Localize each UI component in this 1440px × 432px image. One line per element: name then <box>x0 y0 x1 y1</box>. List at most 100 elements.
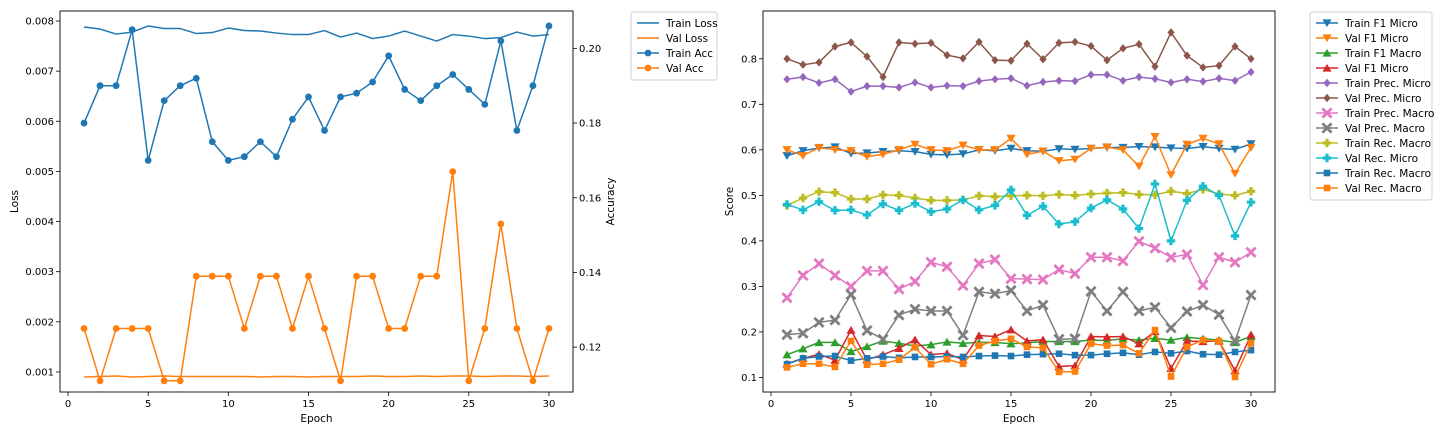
legend-marker <box>1323 169 1331 177</box>
data-point <box>909 275 921 287</box>
data-point <box>783 364 791 371</box>
data-point <box>481 325 489 332</box>
data-point <box>224 272 232 280</box>
data-point <box>1005 273 1017 285</box>
data-point <box>959 81 967 91</box>
data-point <box>973 258 985 270</box>
legend-box <box>630 11 718 81</box>
data-point <box>894 339 904 347</box>
legend-item: Train Prec. Micro <box>1316 78 1431 90</box>
data-point <box>879 360 887 368</box>
data-point <box>943 355 951 363</box>
data-point <box>1134 142 1144 151</box>
data-point <box>513 325 521 332</box>
data-point <box>1245 246 1257 258</box>
data-point <box>497 37 505 45</box>
data-point <box>1053 263 1065 276</box>
data-point <box>481 100 489 108</box>
data-point <box>337 93 344 101</box>
legend-label: Train F1 Micro <box>1344 18 1418 30</box>
data-point <box>449 168 457 176</box>
x-tick-label: 25 <box>462 399 475 410</box>
data-point <box>862 194 872 204</box>
data-point <box>847 357 855 364</box>
legend-item: Val Loss <box>637 33 708 45</box>
series-train-prec-macro <box>781 235 1257 304</box>
data-point <box>958 339 968 347</box>
y2-tick-label: 0.12 <box>579 343 601 354</box>
data-point <box>877 333 889 345</box>
data-point <box>1199 63 1207 72</box>
data-point <box>846 147 856 155</box>
y-tick-label: 0.3 <box>741 282 757 293</box>
data-point <box>1215 74 1223 83</box>
series-train-acc <box>80 22 553 164</box>
x-tick-label: 0 <box>65 399 71 410</box>
data-point <box>845 280 857 292</box>
x-tick-label: 5 <box>145 399 151 410</box>
data-point <box>1038 191 1048 201</box>
data-point <box>1021 305 1033 317</box>
data-point <box>1183 51 1191 60</box>
data-point <box>1086 189 1096 199</box>
data-point <box>1149 301 1161 313</box>
series-line <box>786 289 1252 342</box>
data-point <box>861 324 873 337</box>
data-point <box>465 86 473 93</box>
x-axis-label: Epoch <box>300 413 332 425</box>
data-point <box>1151 62 1159 71</box>
legend-marker <box>1322 19 1332 28</box>
data-point <box>830 146 840 154</box>
data-point <box>1070 337 1080 346</box>
data-point <box>879 72 887 82</box>
data-point <box>814 338 824 347</box>
data-point <box>1247 67 1255 77</box>
data-point <box>1006 134 1016 143</box>
data-point <box>911 78 919 87</box>
data-point <box>1023 81 1031 90</box>
data-point <box>1182 140 1192 149</box>
legend: Train Loss Val Loss Train Acc Val Acc <box>630 11 718 81</box>
data-point <box>943 81 951 90</box>
data-point <box>893 283 905 295</box>
data-point <box>96 377 104 385</box>
data-point <box>305 272 312 280</box>
data-point <box>1038 147 1048 156</box>
data-point <box>1023 39 1031 48</box>
data-point <box>959 54 967 63</box>
x-tick-label: 20 <box>1085 399 1098 410</box>
data-point <box>798 147 808 155</box>
data-point <box>1086 203 1096 213</box>
data-point <box>989 253 1001 266</box>
series-val-f1-micro <box>782 132 1256 180</box>
data-point <box>959 353 967 361</box>
data-point <box>958 150 968 159</box>
data-point <box>208 138 216 146</box>
data-point <box>1118 332 1128 341</box>
data-point <box>894 344 904 352</box>
y-tick-label: 0.007 <box>25 67 54 78</box>
data-point <box>1134 224 1144 233</box>
data-point <box>176 82 184 90</box>
data-point <box>911 39 919 48</box>
data-point <box>1087 351 1095 359</box>
data-point <box>863 361 871 368</box>
data-point <box>797 327 809 339</box>
data-point <box>1037 299 1049 311</box>
data-point <box>991 337 999 345</box>
data-point <box>782 152 792 160</box>
data-point <box>798 344 808 353</box>
data-point <box>1087 70 1095 79</box>
data-point <box>829 314 841 326</box>
data-point <box>830 338 840 347</box>
data-point <box>975 352 983 360</box>
data-point <box>782 350 792 359</box>
data-point <box>1230 169 1240 178</box>
data-point <box>942 147 952 155</box>
data-point <box>975 37 983 47</box>
data-point <box>1182 336 1192 345</box>
y-tick-label: 0.002 <box>25 317 54 328</box>
data-point <box>863 81 871 91</box>
data-point <box>925 305 937 317</box>
data-point <box>1022 191 1032 200</box>
